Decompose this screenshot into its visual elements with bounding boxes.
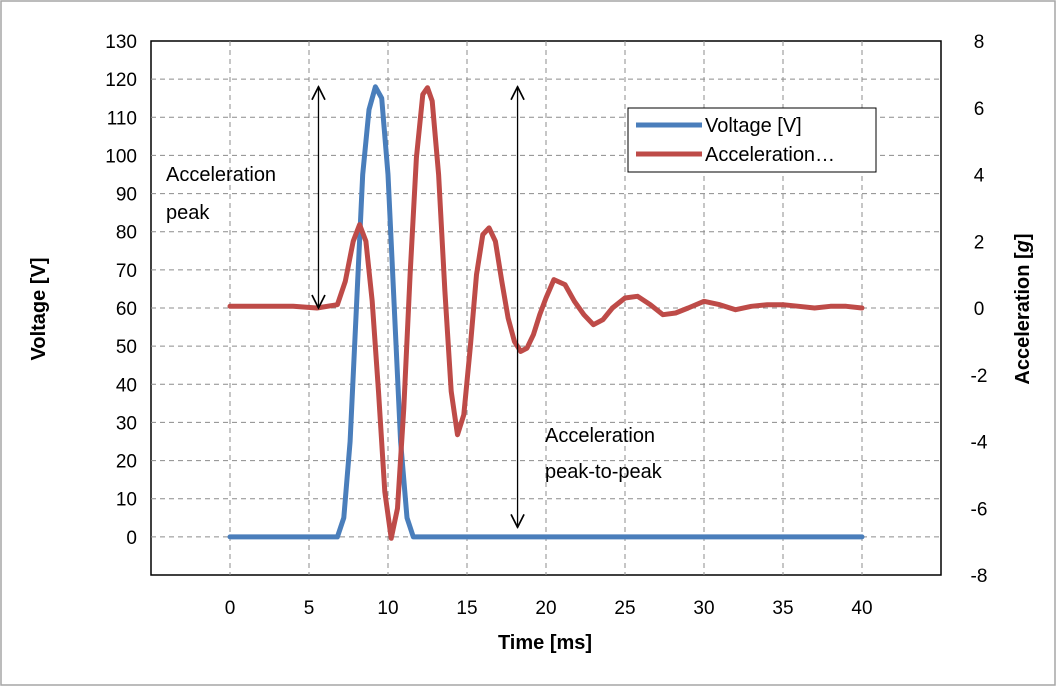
y-right-tick-label: 2: [974, 232, 985, 253]
y-axis-right-title: Acceleration [g]: [1012, 233, 1034, 384]
y-right-tick-label: 8: [974, 32, 985, 53]
x-tick-label: 0: [225, 598, 236, 619]
annotation-acceleration-peak-line2: peak: [166, 202, 210, 224]
y-left-tick-label: 30: [116, 413, 137, 434]
x-tick-label: 25: [614, 598, 635, 619]
y-left-tick-label: 90: [116, 185, 137, 206]
y-right-tick-label: -8: [971, 566, 988, 587]
y-left-tick-label: 40: [116, 375, 137, 396]
annotation-layer: Acceleration peak Acceleration peak-to-p…: [166, 87, 663, 528]
series-line-voltage: [227, 84, 865, 540]
x-tick-label: 5: [304, 598, 315, 619]
y-left-tick-label: 100: [105, 146, 137, 167]
x-tick-label: 40: [851, 598, 872, 619]
y-right-tick-label: 4: [974, 166, 985, 187]
y-left-tick-label: 50: [116, 337, 137, 358]
y-right-tick-label: -2: [971, 366, 988, 387]
y-left-tick-label: 130: [105, 32, 137, 53]
y-right-tick-label: -4: [971, 433, 988, 454]
x-tick-label: 30: [693, 598, 714, 619]
y-axis-left-title: Voltage [V]: [28, 258, 50, 361]
series-layer: [227, 84, 865, 541]
annotation-peak-to-peak-line1: Acceleration: [545, 425, 655, 447]
series-line-acceleration: [227, 85, 865, 541]
y-left-tick-label: 0: [126, 528, 137, 549]
y-axis-right-title-part1: Acceleration [: [1012, 252, 1034, 385]
tick-layer: 0102030405060708090100110120130-8-6-4-20…: [105, 32, 988, 619]
y-right-tick-label: 0: [974, 299, 985, 320]
y-axis-right-title-g: g: [1012, 240, 1034, 253]
legend-label-voltage: Voltage [V]: [705, 115, 802, 137]
x-tick-label: 10: [377, 598, 398, 619]
x-tick-label: 35: [772, 598, 793, 619]
y-left-tick-label: 110: [107, 108, 137, 129]
annotation-acceleration-peak-line1: Acceleration: [166, 164, 276, 186]
x-axis-title: Time [ms]: [498, 632, 592, 654]
y-right-tick-label: 6: [974, 99, 985, 120]
y-left-tick-label: 120: [105, 70, 137, 91]
y-left-tick-label: 70: [116, 261, 137, 282]
y-left-tick-label: 20: [116, 452, 137, 473]
y-left-tick-label: 10: [116, 490, 137, 511]
y-right-tick-label: -6: [971, 499, 988, 520]
y-left-tick-label: 80: [116, 223, 137, 244]
x-tick-label: 20: [535, 598, 556, 619]
legend: Voltage [V] Acceleration…: [627, 107, 877, 173]
x-tick-label: 15: [456, 598, 477, 619]
legend-box: [627, 107, 877, 173]
y-axis-right-title-part3: ]: [1012, 233, 1034, 240]
legend-label-acceleration: Acceleration…: [705, 144, 835, 166]
y-left-tick-label: 60: [116, 299, 137, 320]
annotation-peak-to-peak-line2: peak-to-peak: [545, 461, 663, 483]
